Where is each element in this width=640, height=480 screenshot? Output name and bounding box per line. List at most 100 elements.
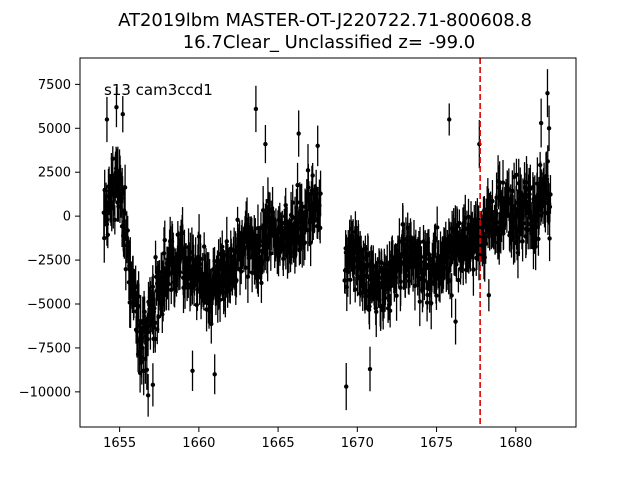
data-point xyxy=(190,368,195,373)
y-tick-label: 0 xyxy=(63,210,71,225)
data-point xyxy=(234,278,239,283)
data-point xyxy=(156,314,161,320)
data-point xyxy=(139,359,145,365)
data-point xyxy=(500,180,506,185)
data-point xyxy=(455,224,460,229)
data-point xyxy=(512,240,517,246)
data-point xyxy=(125,228,130,233)
data-point xyxy=(483,241,488,247)
data-point xyxy=(235,217,240,222)
data-point xyxy=(217,297,223,303)
data-point xyxy=(104,117,110,122)
data-point xyxy=(394,293,399,298)
data-point xyxy=(434,293,439,298)
data-point xyxy=(521,221,527,226)
x-tick-label: 1675 xyxy=(420,436,453,451)
data-point xyxy=(110,156,115,161)
y-axis: −10000 −7500 −5000 −2500 0 2500 5000 7500 xyxy=(19,78,80,400)
x-tick-label: 1655 xyxy=(103,436,136,451)
y-tick-label: −2500 xyxy=(27,254,71,269)
y-tick-label: −10000 xyxy=(19,385,71,400)
data-point xyxy=(162,237,167,243)
data-point xyxy=(209,321,214,327)
y-tick-label: 5000 xyxy=(38,122,71,137)
data-point xyxy=(268,251,274,256)
data-point xyxy=(296,131,301,136)
data-point xyxy=(353,287,358,292)
data-point xyxy=(243,265,248,270)
data-point xyxy=(527,191,532,197)
data-point xyxy=(449,293,454,298)
data-point xyxy=(424,265,429,271)
data-point xyxy=(161,251,167,256)
data-point xyxy=(136,304,142,309)
data-point xyxy=(520,239,525,244)
data-point xyxy=(239,269,244,274)
data-point xyxy=(194,302,199,308)
data-point xyxy=(133,284,138,289)
plot-frame xyxy=(79,57,577,428)
data-point xyxy=(454,262,459,267)
data-point xyxy=(490,198,495,204)
data-point xyxy=(144,367,150,373)
data-point xyxy=(497,180,502,185)
data-point xyxy=(152,306,157,311)
data-point xyxy=(247,255,252,260)
y-tick-label: 7500 xyxy=(38,78,71,93)
data-point xyxy=(547,236,552,241)
data-point xyxy=(123,266,129,272)
data-point xyxy=(367,304,372,309)
data-point xyxy=(510,188,515,194)
data-point xyxy=(546,126,552,131)
data-point xyxy=(453,319,458,324)
data-point xyxy=(348,277,353,283)
data-point xyxy=(105,217,110,222)
data-point xyxy=(290,200,295,205)
data-point xyxy=(263,141,268,147)
data-point xyxy=(310,173,315,178)
data-point xyxy=(198,262,203,267)
data-point xyxy=(112,217,118,223)
data-point xyxy=(295,182,300,188)
data-point xyxy=(536,236,541,242)
data-point xyxy=(457,220,462,226)
chart-title-line1: AT2019lbm MASTER-OT-J220722.71-800608.8 xyxy=(118,10,532,31)
data-point xyxy=(152,320,158,325)
y-tick-label: −5000 xyxy=(27,298,71,313)
data-point xyxy=(253,106,259,112)
data-point xyxy=(122,211,128,216)
x-tick-label: 1665 xyxy=(262,436,295,451)
data-point xyxy=(447,117,452,122)
data-point xyxy=(315,143,320,149)
data-point xyxy=(201,244,207,249)
data-point xyxy=(545,159,550,164)
data-point xyxy=(114,105,119,110)
chart-title-line2: 16.7Clear_ Unclassified z= -99.0 xyxy=(183,32,476,53)
data-point xyxy=(425,292,430,298)
data-point xyxy=(249,270,255,275)
x-tick-label: 1680 xyxy=(499,436,532,451)
y-tick-label: 2500 xyxy=(38,166,71,181)
data-point xyxy=(259,280,264,286)
data-point xyxy=(374,309,379,314)
x-tick-label: 1670 xyxy=(341,436,374,451)
data-point xyxy=(344,384,349,389)
data-point xyxy=(166,281,171,287)
data-point xyxy=(302,240,308,245)
data-point xyxy=(548,192,553,197)
y-tick-label: −7500 xyxy=(27,341,71,356)
data-point xyxy=(145,393,151,398)
data-point xyxy=(318,191,323,196)
data-point xyxy=(160,312,165,317)
data-point xyxy=(434,225,440,230)
data-point xyxy=(538,120,544,126)
data-point xyxy=(545,90,550,96)
data-point xyxy=(212,372,217,377)
data-point xyxy=(456,277,461,283)
data-point xyxy=(105,232,111,237)
data-point xyxy=(367,366,373,372)
x-axis: 1655 1660 1665 1670 1675 1680 xyxy=(103,427,532,451)
data-point xyxy=(486,293,492,298)
data-point xyxy=(142,309,147,314)
